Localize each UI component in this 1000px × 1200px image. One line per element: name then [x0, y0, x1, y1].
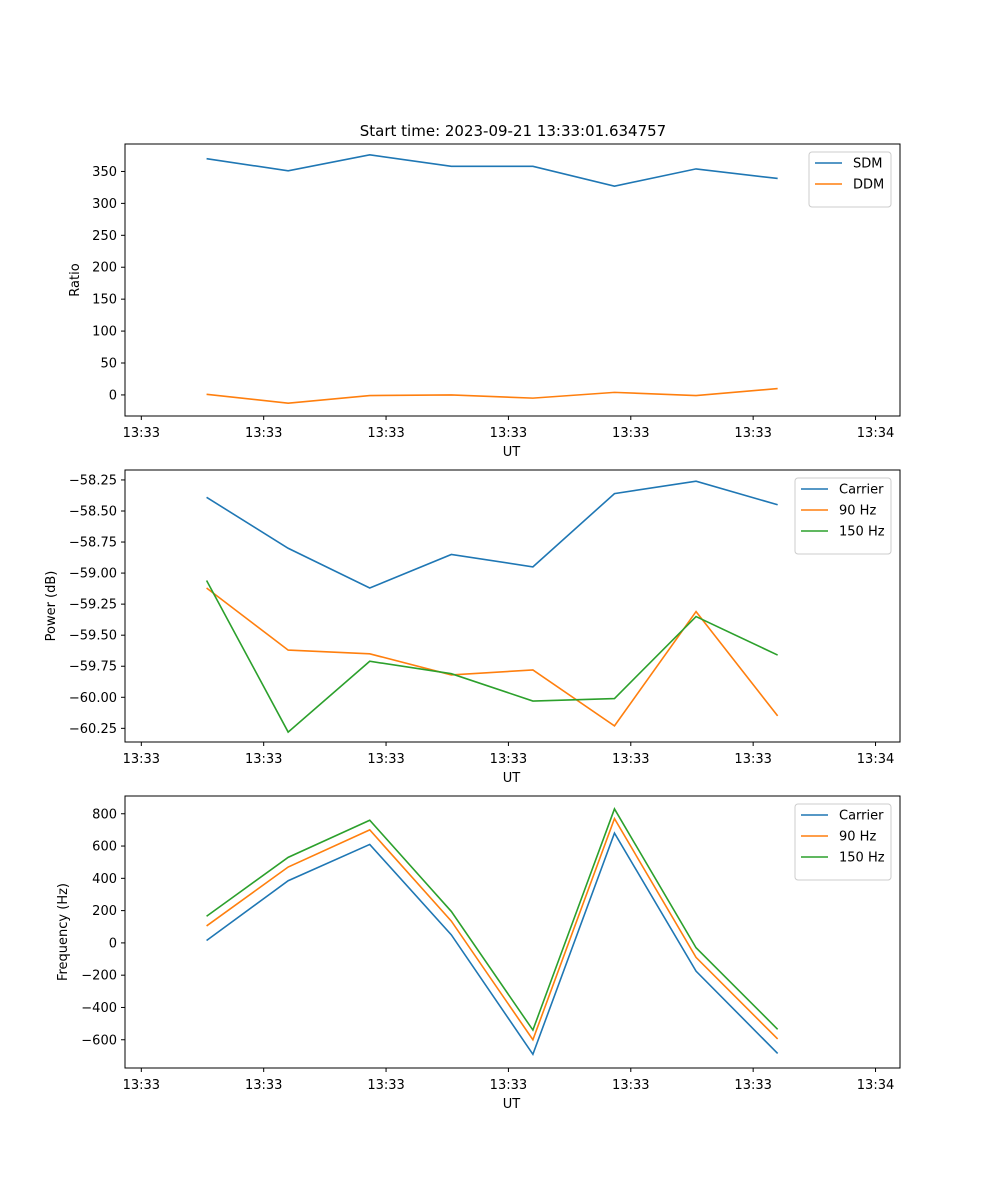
x-tick-label: 13:33 [245, 1078, 282, 1093]
x-tick-label: 13:33 [123, 426, 160, 441]
x-axis-label: UT [503, 445, 521, 460]
legend: Carrier 90 Hz 150 Hz [794, 803, 892, 881]
x-tick-label: 13:33 [612, 426, 649, 441]
panel-3: −600 −400 −200 0 200 400 600 800 13:33 13:33 13:33… [56, 795, 901, 1112]
y-tick-label: −58.25 [69, 473, 117, 488]
x-axis-label: UT [503, 1097, 521, 1112]
y-tick-label: −200 [81, 969, 117, 984]
y-tick-label: −58.75 [69, 536, 117, 551]
y-tick-label: 300 [92, 197, 117, 212]
y-tick-label: 200 [92, 261, 117, 276]
y-tick-label: 600 [92, 840, 117, 855]
series-line-sdm [206, 154, 778, 187]
axes-frame [124, 143, 901, 417]
x-tick-label: 13:33 [490, 426, 527, 441]
panel-2: −60.25 −60.00 −59.75 −59.50 −59.25 −59.00 −58.… [44, 469, 901, 786]
legend-label: DDM [853, 178, 884, 193]
y-tick-label: −59.75 [69, 660, 117, 675]
x-tick-label: 13:34 [857, 1078, 894, 1093]
legend: SDM DDM [808, 151, 892, 208]
figure-title: Start time: 2023-09-21 13:33:01.634757 [360, 122, 666, 140]
x-tick-label: 13:33 [734, 1078, 771, 1093]
series-line-150-hz [205, 580, 778, 734]
y-tick-label: 800 [92, 807, 117, 822]
x-tick-label: 13:33 [123, 1078, 160, 1093]
axes-frame [124, 469, 901, 743]
x-tick-label: 13:33 [734, 752, 771, 767]
y-tick-label: 100 [92, 325, 117, 340]
x-tick-label: 13:33 [245, 426, 282, 441]
legend-label: 150 Hz [839, 525, 885, 540]
y-tick-label: −58.50 [69, 504, 117, 519]
y-tick-label: −400 [81, 1001, 117, 1016]
x-tick-label: 13:33 [612, 1078, 649, 1093]
y-axis-label: Frequency (Hz) [56, 883, 71, 981]
x-axis-label: UT [503, 771, 521, 786]
x-tick-label: 13:33 [490, 1078, 527, 1093]
y-tick-label: 250 [92, 229, 117, 244]
x-tick-label: 13:34 [857, 752, 894, 767]
y-tick-label: 50 [100, 357, 117, 372]
x-tick-label: 13:33 [367, 1078, 404, 1093]
legend-box [808, 151, 892, 208]
legend-label: Carrier [839, 483, 884, 498]
y-tick-label: −60.00 [69, 691, 117, 706]
legend: Carrier 90 Hz 150 Hz [794, 477, 892, 555]
legend-label: 90 Hz [839, 504, 876, 519]
legend-label: 150 Hz [839, 851, 885, 866]
x-tick-label: 13:33 [734, 426, 771, 441]
series-line-150-hz [206, 807, 779, 1032]
x-tick-label: 13:33 [367, 752, 404, 767]
y-tick-label: −60.25 [69, 722, 117, 737]
y-tick-label: −600 [81, 1033, 117, 1048]
series-line-ddm [206, 387, 778, 405]
y-axis-label: Ratio [68, 263, 83, 296]
legend-label: 90 Hz [839, 830, 876, 845]
y-tick-label: −59.50 [69, 629, 117, 644]
legend-label: Carrier [839, 809, 884, 824]
axes-frame [124, 795, 901, 1069]
y-tick-label: 350 [92, 165, 117, 180]
series-line-carrier [206, 480, 778, 589]
y-tick-label: −59.00 [69, 567, 117, 582]
panel-1: 0 50 100 150 200 250 300 350 13:33 13:33 13:33 13:3… [68, 143, 901, 460]
y-tick-label: 400 [92, 872, 117, 887]
y-tick-label: 200 [92, 904, 117, 919]
y-axis-label: Power (dB) [44, 571, 59, 642]
legend-box [794, 477, 892, 555]
y-tick-label: −59.25 [69, 598, 117, 613]
x-tick-label: 13:34 [857, 426, 894, 441]
legend-label: SDM [853, 157, 882, 172]
x-tick-label: 13:33 [490, 752, 527, 767]
legend-box [794, 803, 892, 881]
x-tick-label: 13:33 [245, 752, 282, 767]
series-line-carrier [206, 831, 779, 1057]
x-tick-label: 13:33 [367, 426, 404, 441]
y-tick-label: 0 [109, 936, 117, 951]
y-tick-label: 0 [109, 388, 117, 403]
x-tick-label: 13:33 [123, 752, 160, 767]
series-line-90-hz [206, 816, 779, 1042]
y-tick-label: 150 [92, 293, 117, 308]
x-tick-label: 13:33 [612, 752, 649, 767]
